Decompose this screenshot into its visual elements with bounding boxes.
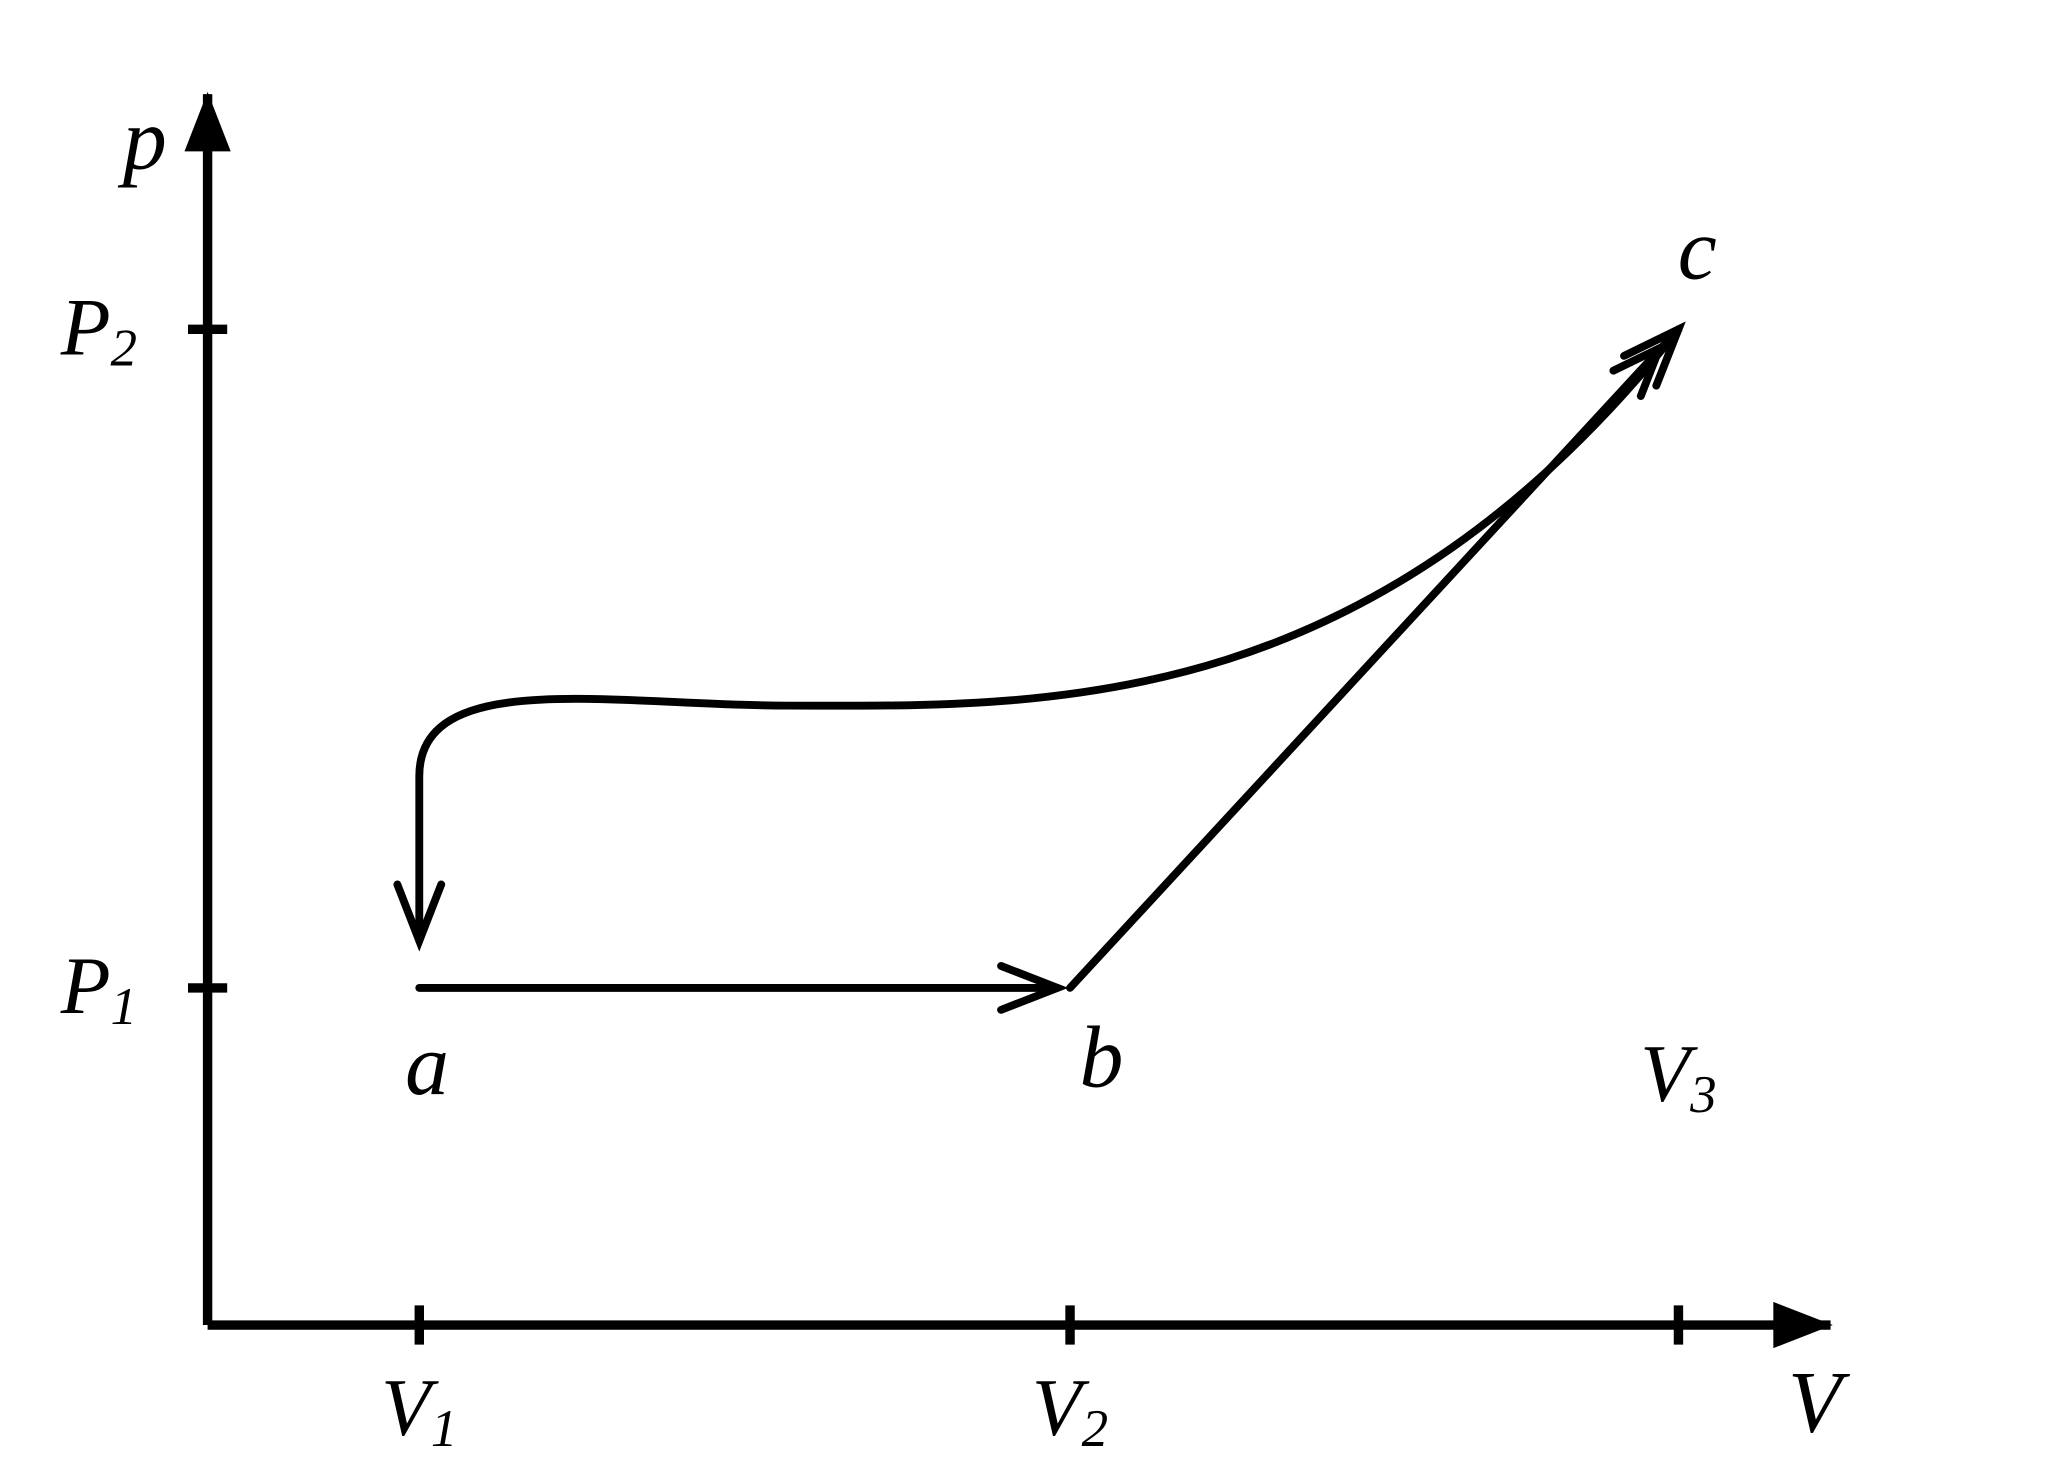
- x-tick-label-V1: V1: [381, 1362, 457, 1458]
- x-axis-label: V: [1788, 1353, 1851, 1450]
- point-a-label: a: [405, 1016, 449, 1113]
- path-c-a: [419, 329, 1678, 941]
- x-tick-label-V3: V3: [1640, 1028, 1716, 1124]
- x-tick-label-V2: V2: [1032, 1362, 1108, 1458]
- point-b-label: b: [1079, 1008, 1123, 1105]
- y-axis-label: p: [117, 91, 167, 188]
- y-tick-label-P2: P2: [60, 281, 137, 377]
- y-tick-label-P1: P1: [60, 940, 137, 1036]
- point-c-label: c: [1678, 201, 1717, 298]
